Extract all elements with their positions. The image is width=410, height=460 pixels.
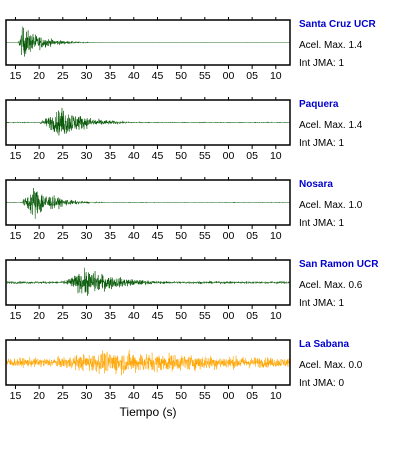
station-name: Nosara — [299, 179, 333, 190]
x-tick-label: 00 — [223, 70, 235, 82]
waveform-trace — [5, 349, 291, 376]
station-name: San Ramon UCR — [299, 259, 379, 270]
x-tick-label: 15 — [10, 150, 22, 162]
station-name: Paquera — [299, 99, 339, 110]
x-tick-label: 05 — [246, 230, 258, 242]
x-tick-label: 45 — [152, 390, 164, 402]
x-tick-label: 10 — [270, 390, 282, 402]
x-tick-label: 30 — [81, 150, 93, 162]
x-axis-label: Tiempo (s) — [120, 405, 177, 419]
panel-frame — [5, 339, 291, 386]
x-tick-label: 20 — [33, 70, 45, 82]
x-tick-label: 40 — [128, 150, 140, 162]
waveform-trace — [5, 107, 291, 136]
panel-frame — [5, 99, 291, 146]
x-tick-label: 20 — [33, 390, 45, 402]
accel-max-label: Acel. Max. 1.4 — [299, 120, 363, 131]
x-tick-label: 15 — [10, 230, 22, 242]
x-tick-label: 40 — [128, 310, 140, 322]
x-tick-label: 30 — [81, 70, 93, 82]
x-tick-label: 50 — [175, 70, 187, 82]
x-tick-label: 15 — [10, 70, 22, 82]
jma-intensity-label: Int JMA: 1 — [299, 218, 344, 229]
x-tick-label: 20 — [33, 310, 45, 322]
x-tick-label: 35 — [104, 70, 116, 82]
station-panel: 15 20 25 30 35 40 45 50 55 00 05 10 Santa Cruz UCR Ac… — [5, 17, 376, 82]
x-tick-label: 35 — [104, 310, 116, 322]
x-tick-label: 35 — [104, 150, 116, 162]
x-tick-label: 45 — [152, 310, 164, 322]
panel-frame — [5, 179, 291, 226]
x-tick-label: 55 — [199, 390, 211, 402]
x-tick-label: 25 — [57, 70, 69, 82]
station-name: La Sabana — [299, 339, 349, 350]
x-tick-label: 10 — [270, 310, 282, 322]
x-tick-label: 50 — [175, 390, 187, 402]
x-tick-label: 15 — [10, 310, 22, 322]
x-tick-label: 00 — [223, 150, 235, 162]
x-tick-label: 00 — [223, 230, 235, 242]
x-tick-label: 00 — [223, 390, 235, 402]
x-tick-label: 45 — [152, 70, 164, 82]
x-tick-label: 00 — [223, 310, 235, 322]
station-name: Santa Cruz UCR — [299, 19, 376, 30]
x-tick-label: 20 — [33, 230, 45, 242]
x-tick-label: 25 — [57, 310, 69, 322]
x-tick-label: 30 — [81, 230, 93, 242]
x-tick-label: 10 — [270, 230, 282, 242]
x-tick-label: 45 — [152, 150, 164, 162]
accel-max-label: Acel. Max. 0.6 — [299, 280, 363, 291]
waveform-trace — [5, 26, 291, 57]
panel-frame — [5, 19, 291, 66]
x-tick-label: 55 — [199, 150, 211, 162]
x-tick-label: 25 — [57, 230, 69, 242]
station-panel: 15 20 25 30 35 40 45 50 55 00 05 10 San Ramon UCR Ace… — [5, 257, 379, 322]
x-tick-label: 10 — [270, 150, 282, 162]
x-tick-label: 55 — [199, 310, 211, 322]
waveform-trace — [5, 267, 291, 297]
x-tick-label: 20 — [33, 150, 45, 162]
jma-intensity-label: Int JMA: 1 — [299, 298, 344, 309]
station-panel: 15 20 25 30 35 40 45 50 55 00 05 10 La Sabana Acel. M… — [5, 337, 363, 402]
x-tick-label: 25 — [57, 150, 69, 162]
x-tick-label: 50 — [175, 150, 187, 162]
x-tick-label: 35 — [104, 230, 116, 242]
x-tick-label: 10 — [270, 70, 282, 82]
x-tick-label: 40 — [128, 70, 140, 82]
x-tick-label: 50 — [175, 310, 187, 322]
x-tick-label: 40 — [128, 230, 140, 242]
accel-max-label: Acel. Max. 1.4 — [299, 40, 363, 51]
station-panel: 15 20 25 30 35 40 45 50 55 00 05 10 Nosara Acel. Max.… — [5, 177, 363, 242]
jma-intensity-label: Int JMA: 0 — [299, 378, 344, 389]
jma-intensity-label: Int JMA: 1 — [299, 138, 344, 149]
station-panel: 15 20 25 30 35 40 45 50 55 00 05 10 Paquera Acel. Max… — [5, 97, 363, 162]
x-tick-label: 15 — [10, 390, 22, 402]
x-tick-label: 30 — [81, 310, 93, 322]
x-tick-label: 55 — [199, 70, 211, 82]
jma-intensity-label: Int JMA: 1 — [299, 58, 344, 69]
accel-max-label: Acel. Max. 1.0 — [299, 200, 363, 211]
accel-max-label: Acel. Max. 0.0 — [299, 360, 363, 371]
x-tick-label: 25 — [57, 390, 69, 402]
x-tick-label: 30 — [81, 390, 93, 402]
x-tick-label: 05 — [246, 150, 258, 162]
x-tick-label: 05 — [246, 70, 258, 82]
x-tick-label: 35 — [104, 390, 116, 402]
x-tick-label: 45 — [152, 230, 164, 242]
x-tick-label: 55 — [199, 230, 211, 242]
x-tick-label: 50 — [175, 230, 187, 242]
waveform-trace — [5, 187, 291, 219]
x-tick-label: 05 — [246, 390, 258, 402]
x-tick-label: 40 — [128, 390, 140, 402]
x-tick-label: 05 — [246, 310, 258, 322]
panel-frame — [5, 259, 291, 306]
